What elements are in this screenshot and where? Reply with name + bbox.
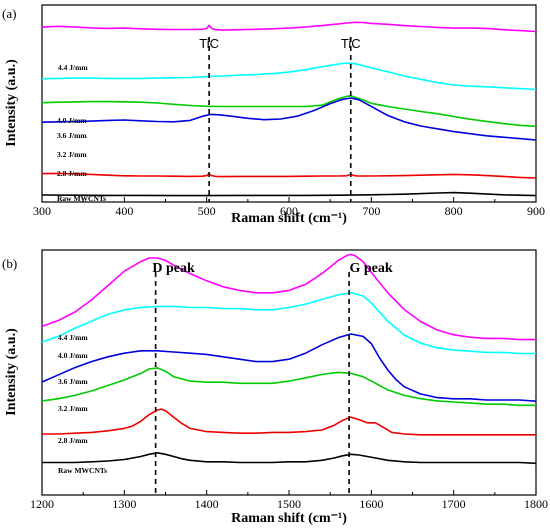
series-line-b-3 <box>41 333 537 402</box>
series-group-b <box>41 253 537 465</box>
x-tick-label-a-6: 900 <box>527 204 545 218</box>
annotations-b: D peak G peak <box>152 261 393 495</box>
annotations-a: TiC TiC <box>199 36 361 202</box>
y-axis-title-a: Intensity (a.u.) <box>4 59 19 147</box>
peak-label-b-1: G peak <box>350 261 393 276</box>
x-axis-title-a: Raman shift (cm⁻¹) <box>231 211 347 226</box>
series-label-b-4: 3.2 J/mm <box>58 404 88 413</box>
peak-label-a-1: TiC <box>341 36 361 51</box>
series-line-b-6 <box>42 451 537 465</box>
series-label-a-1: 4.4 J/mm <box>58 63 88 72</box>
x-tick-label-b-5: 1700 <box>442 497 466 511</box>
x-tick-label-b-3: 1500 <box>277 497 301 511</box>
y-axis-title-b: Intensity (a.u.) <box>4 328 19 416</box>
series-label-a-6: Raw MWCNTs <box>57 194 106 203</box>
series-label-a-2: 4.0 J/mm <box>57 116 87 125</box>
plot-frame-a <box>41 4 537 203</box>
x-ticks-a: 300 400 500 600 700 800 900 <box>33 197 545 218</box>
series-label-b-1: 4.4 J/mm <box>58 333 88 342</box>
x-tick-label-b-6: 1800 <box>524 497 548 511</box>
series-label-b-5: 2.8 J/mm <box>58 436 88 445</box>
x-tick-label-a-0: 300 <box>33 204 51 218</box>
peak-label-b-0: D peak <box>152 261 195 276</box>
panel-label-b: (b) <box>2 256 17 271</box>
series-line-a-1 <box>41 21 537 33</box>
x-tick-label-b-0: 1200 <box>30 497 54 511</box>
series-group-a <box>41 21 537 197</box>
x-tick-label-b-2: 1400 <box>195 497 219 511</box>
series-line-a-4 <box>41 97 537 141</box>
x-tick-label-b-4: 1600 <box>359 497 383 511</box>
series-label-a-4: 3.2 J/mm <box>57 150 87 159</box>
panel-b: (b) 1200 1300 1400 1500 1600 1700 1800 D peak G… <box>2 249 548 526</box>
panel-a: (a) 300 400 500 600 700 800 900 TiC TiC 4.4 J/m… <box>2 4 545 226</box>
x-tick-label-a-3: 600 <box>280 204 298 218</box>
series-line-a-6 <box>41 191 537 197</box>
x-tick-label-b-1: 1300 <box>112 497 136 511</box>
series-labels-a: 4.4 J/mm 4.0 J/mm 3.6 J/mm 3.2 J/mm 2.8 J/mm… <box>57 63 106 203</box>
x-tick-label-a-1: 400 <box>115 204 133 218</box>
series-label-b-6: Raw MWCNTs <box>58 466 107 475</box>
series-line-b-4 <box>41 367 536 407</box>
series-labels-b: 4.4 J/mm 4.0 J/mm 3.6 J/mm 3.2 J/mm 2.8 J/mm… <box>58 333 107 475</box>
series-line-b-2 <box>41 291 536 355</box>
series-line-b-5 <box>42 408 536 436</box>
series-label-a-3: 3.6 J/mm <box>57 131 87 140</box>
x-tick-label-a-2: 500 <box>198 204 216 218</box>
x-tick-label-a-4: 700 <box>362 204 380 218</box>
peak-label-a-0: TiC <box>199 36 219 51</box>
series-label-b-2: 4.0 J/mm <box>58 351 88 360</box>
series-label-a-5: 2.8 J/mm <box>57 169 87 178</box>
series-line-b-1 <box>41 253 536 341</box>
x-ticks-b: 1200 1300 1400 1500 1600 1700 1800 <box>30 490 548 511</box>
panel-label-a: (a) <box>2 6 16 21</box>
x-axis-title-b: Raman shift (cm⁻¹) <box>231 511 347 526</box>
series-label-b-3: 3.6 J/mm <box>58 377 88 386</box>
series-line-a-2 <box>41 62 537 91</box>
x-tick-label-a-5: 800 <box>445 204 463 218</box>
plot-frame-b <box>41 249 537 496</box>
series-line-a-3 <box>41 95 537 128</box>
series-line-a-5 <box>41 172 537 179</box>
